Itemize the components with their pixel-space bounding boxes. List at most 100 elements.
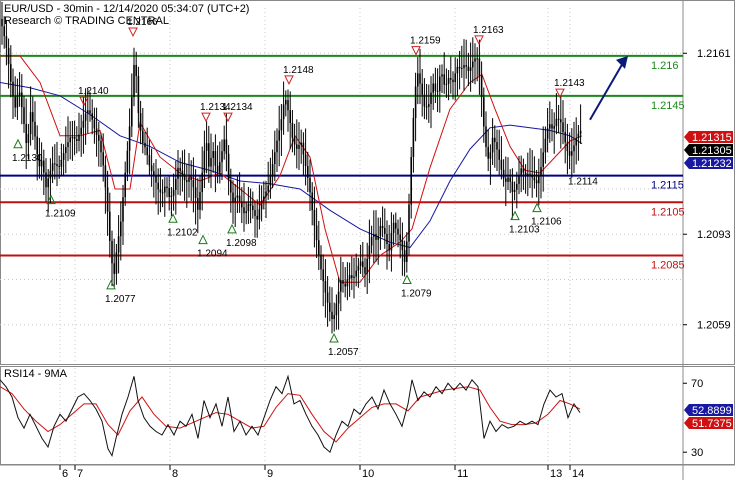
candle-body [522,168,525,173]
candle-body [533,177,536,181]
support-marker-icon [168,213,178,223]
candle-body [80,127,82,135]
level-label-resistance: 1.2145 [651,100,685,112]
candle-body [10,64,12,82]
candle-body [406,241,408,262]
candle-body [142,130,144,143]
candle-body [111,240,113,264]
rsi-y-tick-label: 30 [691,447,703,459]
candle-body [124,172,126,198]
candle-body [98,134,100,141]
support-marker-icon [13,138,23,149]
candle-body [51,163,54,171]
candle-body [432,83,434,93]
candle-body [320,254,322,270]
candle-body [544,138,547,153]
candle-body [516,183,518,190]
candle-body [489,152,492,159]
candle-body [36,136,38,155]
candle-body [7,47,10,65]
candle-body [34,121,36,137]
candle-body [463,65,465,69]
candle-body [102,152,104,166]
forecast-arrow-head-icon [616,55,628,69]
annotation-label: 1.2102 [167,227,198,238]
price-tag-label: 1.21315 [692,132,732,144]
annotation-label: 1.2098 [226,238,257,249]
resistance-marker-icon [555,88,565,99]
candle-body [155,175,157,183]
price-tag-label: 1.21232 [692,158,732,170]
candle-body [106,187,109,212]
candle-body [161,192,164,194]
candle-body [60,159,63,167]
candle-body [311,192,313,211]
annotation-label: 1.2103 [509,225,540,236]
candle-body [243,207,245,214]
candle-body [337,291,340,304]
candle-body [183,174,186,181]
candle-body [62,153,65,160]
candle-body [401,240,404,251]
candle-body [379,225,382,237]
candle-body [333,315,335,320]
candle-body [535,180,538,184]
candle-body [412,118,415,158]
candle-body [192,180,195,188]
rsi-tag-label: 51.7375 [692,418,732,430]
candle-body [122,197,124,222]
candle-body [221,151,223,163]
price-annotations: 1.2130 1.2109 1.2140 1.2077 1.2166 1.2102 1.20… [12,17,598,358]
candle-body [214,151,217,166]
candle-body [474,58,476,62]
candle-body [329,302,331,312]
x-tick-label: 8 [172,468,178,480]
candle-body [351,275,353,279]
resistance-marker-icon [474,35,484,46]
candle-body [428,103,430,107]
candle-body [518,175,520,184]
candle-body [472,61,474,68]
annotation-label: 1.2159 [410,36,441,47]
candle-body [386,233,388,245]
candle-body [285,100,287,105]
candle-body [3,26,5,37]
candle-body [579,130,582,134]
candle-body [454,73,456,83]
candle-body [388,244,390,251]
candle-body [496,142,498,150]
annotation-label: 1.2163 [473,25,504,36]
candle-body [203,150,206,173]
candle-body [109,211,111,241]
candle-body [225,139,228,154]
candle-body [23,107,25,124]
annotation-label: 1.2140 [78,86,109,97]
candle-body [269,175,272,186]
candle-body [245,211,247,214]
candle-body [144,142,146,148]
candle-body [384,228,386,234]
candle-body [417,73,419,87]
candle-body [414,86,417,119]
candle-body [252,205,254,211]
candle-body [551,124,553,129]
candle-body [408,204,410,242]
candle-body [494,137,496,143]
candle-body [364,267,366,274]
candle-body [452,79,454,83]
candle-body [260,200,263,210]
candle-body [278,130,280,141]
candle-body [546,128,549,139]
candle-body [335,303,338,316]
candle-body [381,225,384,229]
candle-body [370,236,373,246]
candle-body [465,65,467,67]
candle-body [133,64,135,98]
candle-body [287,100,289,111]
candle-body [289,110,291,124]
level-label-support: 1.2105 [651,206,685,218]
candle-body [282,104,285,120]
candle-body [392,222,395,233]
support-marker-icon [532,202,542,213]
